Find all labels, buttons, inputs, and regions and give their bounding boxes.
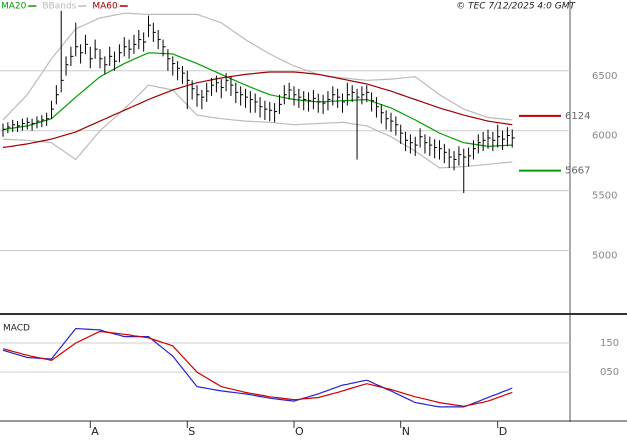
y-tick-label: 6500	[592, 71, 617, 82]
band-line	[2, 84, 513, 169]
y-tick-label: 150	[600, 338, 619, 349]
y-tick-label: 5500	[592, 191, 617, 202]
credit: © TEC 7/12/2025 4:0 GMT	[456, 2, 576, 12]
level-label: 5667	[565, 166, 590, 177]
macd-line	[2, 327, 513, 408]
level-label: 6124	[565, 111, 590, 122]
x-tick-label: O	[295, 425, 304, 438]
y-tick-label: 050	[600, 367, 619, 378]
macd-line	[2, 330, 513, 407]
x-tick-label: S	[188, 425, 195, 438]
band-line	[2, 12, 513, 121]
x-tick-label: D	[499, 425, 507, 438]
legend-label: MA60	[92, 2, 118, 12]
ma-line	[2, 71, 513, 149]
y-tick-label: 6000	[592, 131, 617, 142]
panel-title: MACD	[3, 324, 30, 334]
x-tick-label: A	[91, 425, 99, 438]
legend-label: MA20	[1, 2, 27, 12]
ma-line	[2, 52, 513, 147]
x-tick-label: N	[402, 425, 410, 438]
y-tick-label: 5000	[592, 251, 617, 262]
legend-label: BBands	[42, 2, 76, 12]
